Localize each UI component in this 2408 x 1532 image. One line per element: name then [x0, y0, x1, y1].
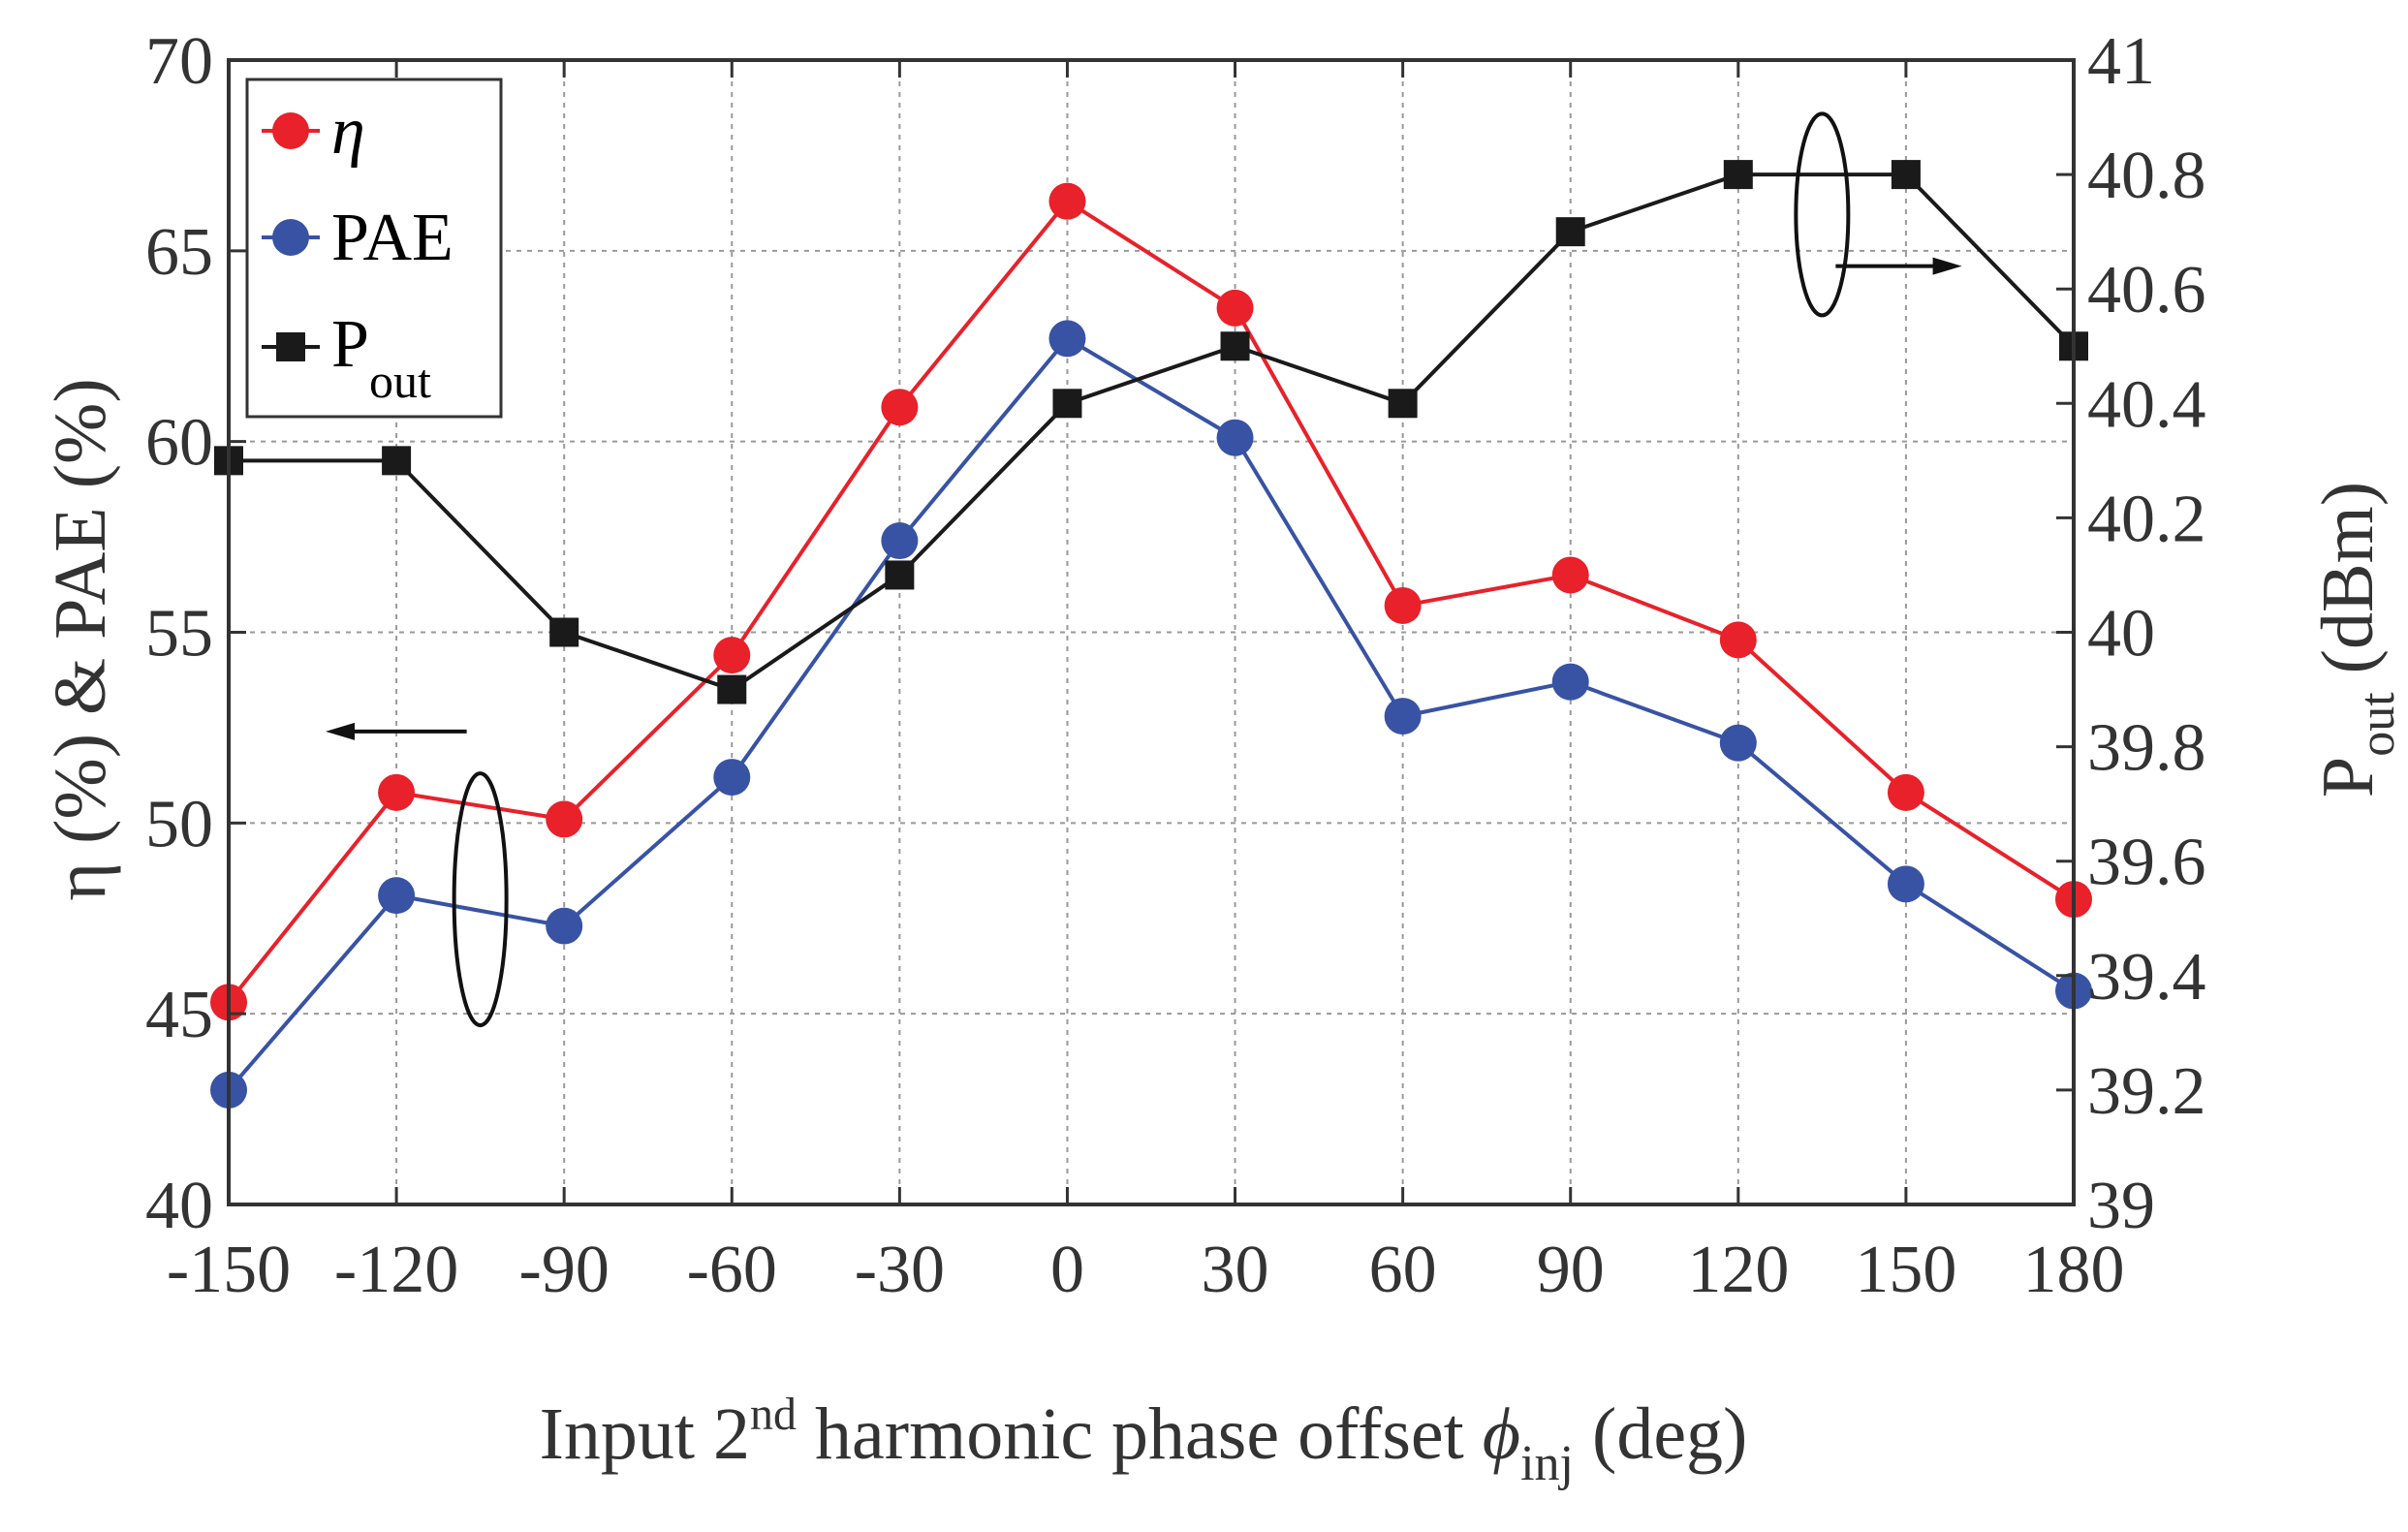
- series-line-pout: [229, 172, 2076, 692]
- legend-label-pout: Pout: [331, 307, 431, 408]
- series-markers: [210, 160, 2092, 1109]
- series-line-eta: [227, 199, 2076, 1004]
- data-point-pae: [1048, 320, 1086, 358]
- x-tick-label: -60: [687, 1233, 777, 1307]
- y-right-tick-label: 40.4: [2087, 367, 2206, 442]
- data-point-eta: [378, 773, 416, 811]
- y-right-tick-label: 40.6: [2087, 253, 2206, 328]
- y-axis-right-label-sub: out: [2350, 692, 2405, 757]
- y-left-tick-label: 50: [145, 787, 213, 861]
- data-point-pae: [1384, 698, 1422, 735]
- x-axis-label-mid: harmonic phase offset: [797, 1393, 1483, 1475]
- data-point-pout: [1723, 160, 1753, 190]
- data-point-pout: [1388, 389, 1418, 419]
- y-right-tick-label: 40: [2087, 597, 2155, 672]
- arrow-right-head: [1932, 257, 1962, 275]
- x-axis-label: Input 2nd harmonic phase offset ϕinj (de…: [540, 1389, 1748, 1491]
- y-right-tick-label: 39: [2087, 1169, 2155, 1243]
- legend-marker-pae: [272, 219, 309, 256]
- x-tick-label: -90: [519, 1233, 610, 1307]
- y-left-tick-label: 40: [145, 1169, 213, 1243]
- y-axis-right-label: Pout (dBm): [2307, 482, 2405, 797]
- arrow-left-head: [326, 722, 355, 740]
- x-tick-label: 180: [2023, 1233, 2125, 1307]
- x-axis-label-sub: inj: [1520, 1436, 1574, 1491]
- y-left-tick-label: 65: [145, 215, 213, 290]
- y-axis-left-label: η (%) & PAE (%): [40, 378, 121, 900]
- y-left-tick-label: 70: [145, 24, 213, 99]
- data-point-pout: [382, 446, 412, 476]
- y-axis-right-label-tail: (dBm): [2307, 482, 2389, 692]
- x-tick-label: 120: [1687, 1233, 1789, 1307]
- data-point-eta: [1048, 182, 1086, 220]
- data-point-pout: [1891, 160, 1921, 190]
- legend-label-pout-sub: out: [369, 354, 431, 408]
- y-right-tick-label: 39.8: [2087, 711, 2206, 786]
- x-tick-label: -150: [167, 1233, 291, 1307]
- x-tick-label: 30: [1202, 1233, 1269, 1307]
- x-tick-label: 90: [1537, 1233, 1605, 1307]
- data-point-eta: [546, 800, 583, 838]
- data-point-pout: [549, 617, 579, 647]
- x-axis-label-tail: (deg): [1574, 1393, 1747, 1475]
- x-axis-label-symbol: ϕ: [1483, 1393, 1520, 1475]
- legend-marker-pout: [276, 332, 305, 361]
- x-tick-label: 150: [1855, 1233, 1956, 1307]
- legend-label-pae: PAE: [331, 201, 453, 275]
- data-point-pout: [1052, 389, 1082, 419]
- x-axis-label-main: Input 2: [540, 1393, 750, 1475]
- x-tick-label: -120: [334, 1233, 458, 1307]
- y-left-tick-label: 45: [145, 978, 213, 1052]
- data-point-pae: [713, 759, 751, 797]
- data-point-eta: [713, 637, 751, 674]
- data-point-pout: [1220, 331, 1250, 361]
- data-point-pout: [717, 674, 747, 704]
- data-point-pae: [378, 877, 416, 915]
- legend-label-pout-main: P: [331, 307, 369, 382]
- legend-marker-eta: [272, 112, 309, 149]
- tick-labels: -150 -120 -90 -60 -30 0 30 60 90 120 150 180 40 45 50 5…: [145, 24, 2206, 1307]
- y-right-tick-label: 39.4: [2087, 940, 2206, 1015]
- ticks: [227, 58, 2076, 1206]
- ellipse-left-indicator: [452, 771, 509, 1028]
- y-right-tick-label: 40.8: [2087, 139, 2206, 213]
- legend: η PAE Pout: [245, 78, 503, 419]
- y-left-tick-label: 60: [145, 406, 213, 481]
- ellipse-right-indicator: [1794, 111, 1851, 318]
- axis-indicator-annotations: [326, 111, 1962, 1028]
- data-point-eta: [1551, 556, 1589, 594]
- data-point-pae: [546, 907, 583, 945]
- y-left-tick-label: 55: [145, 597, 213, 672]
- data-point-eta: [1384, 586, 1422, 624]
- x-axis-label-sup: nd: [750, 1389, 797, 1440]
- data-point-eta: [881, 389, 919, 426]
- y-right-tick-label: 39.2: [2087, 1054, 2206, 1129]
- data-point-eta: [1887, 773, 1924, 811]
- x-tick-label: 60: [1369, 1233, 1437, 1307]
- x-tick-label: 0: [1050, 1233, 1084, 1307]
- data-point-pae: [1551, 663, 1589, 701]
- grid: [229, 60, 2074, 1204]
- legend-label-eta: η: [331, 94, 365, 169]
- data-point-pae: [1719, 724, 1757, 762]
- series-line-pae: [227, 336, 2076, 1092]
- data-point-pout: [1555, 217, 1585, 247]
- data-point-eta: [1719, 621, 1757, 659]
- data-point-pae: [1216, 419, 1254, 456]
- data-point-pout: [885, 560, 915, 590]
- y-right-tick-label: 41: [2087, 24, 2155, 99]
- y-right-tick-label: 39.6: [2087, 826, 2206, 900]
- y-right-tick-label: 40.2: [2087, 482, 2206, 556]
- data-point-pae: [1887, 865, 1924, 903]
- series-lines: [227, 172, 2076, 1092]
- y-axis-right-label-main: P: [2307, 757, 2389, 797]
- data-point-pae: [881, 522, 919, 560]
- x-tick-label: -30: [855, 1233, 945, 1307]
- data-point-eta: [1216, 289, 1254, 327]
